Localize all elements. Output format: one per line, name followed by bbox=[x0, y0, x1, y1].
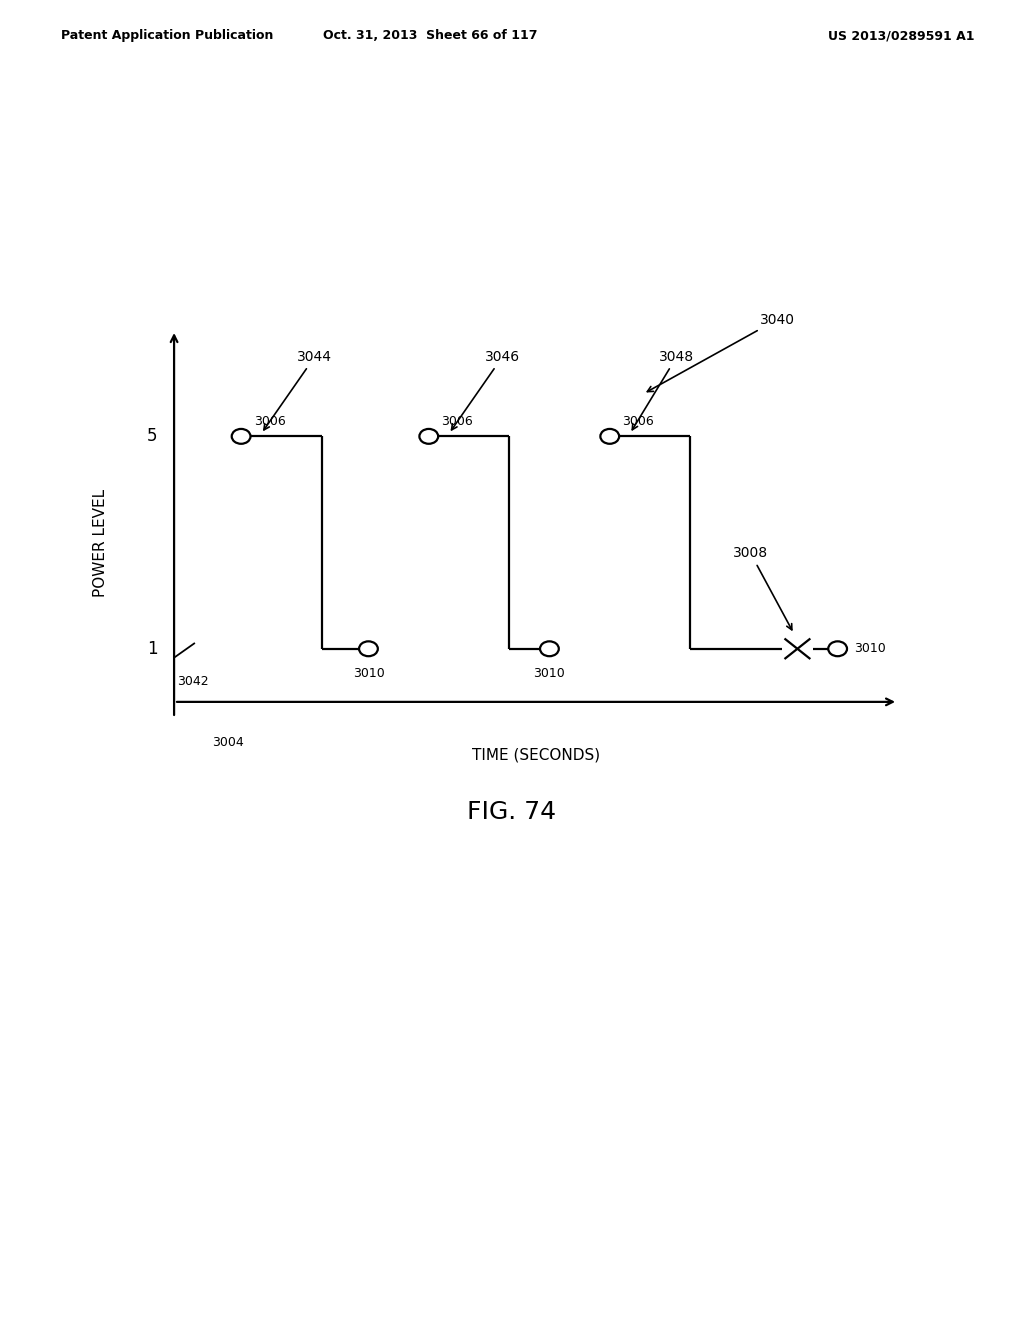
Text: 3042: 3042 bbox=[177, 676, 209, 688]
Text: TIME (SECONDS): TIME (SECONDS) bbox=[472, 747, 600, 763]
Text: POWER LEVEL: POWER LEVEL bbox=[93, 488, 108, 597]
Text: 3008: 3008 bbox=[733, 546, 792, 630]
Text: 3006: 3006 bbox=[254, 416, 286, 429]
Circle shape bbox=[540, 642, 559, 656]
Text: 5: 5 bbox=[146, 428, 158, 445]
Text: Oct. 31, 2013  Sheet 66 of 117: Oct. 31, 2013 Sheet 66 of 117 bbox=[323, 29, 538, 42]
Text: 3006: 3006 bbox=[441, 416, 473, 429]
Circle shape bbox=[420, 429, 438, 444]
Text: 3010: 3010 bbox=[854, 643, 886, 655]
Circle shape bbox=[828, 642, 847, 656]
Circle shape bbox=[359, 642, 378, 656]
Text: 3004: 3004 bbox=[212, 737, 244, 750]
Circle shape bbox=[231, 429, 251, 444]
Text: 3040: 3040 bbox=[647, 313, 795, 392]
Text: FIG. 74: FIG. 74 bbox=[467, 800, 557, 824]
Text: 3046: 3046 bbox=[452, 350, 520, 430]
Text: Patent Application Publication: Patent Application Publication bbox=[61, 29, 273, 42]
Circle shape bbox=[600, 429, 620, 444]
Text: 3044: 3044 bbox=[264, 350, 333, 430]
Text: US 2013/0289591 A1: US 2013/0289591 A1 bbox=[827, 29, 975, 42]
Text: 3010: 3010 bbox=[352, 668, 384, 680]
Text: 3048: 3048 bbox=[632, 350, 694, 430]
Text: 1: 1 bbox=[146, 640, 158, 657]
Text: 3010: 3010 bbox=[534, 668, 565, 680]
Text: 3006: 3006 bbox=[623, 416, 654, 429]
